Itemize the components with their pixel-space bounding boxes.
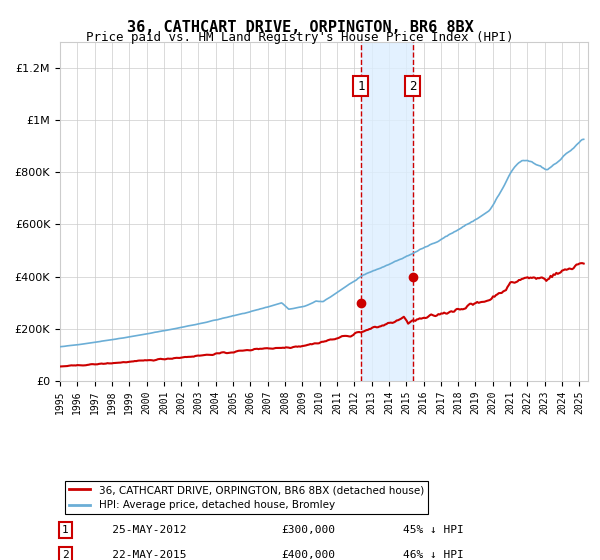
Text: 2: 2 <box>62 550 68 560</box>
Text: 45% ↓ HPI: 45% ↓ HPI <box>403 525 464 535</box>
Text: Price paid vs. HM Land Registry's House Price Index (HPI): Price paid vs. HM Land Registry's House … <box>86 31 514 44</box>
Text: 1: 1 <box>357 80 365 92</box>
Text: £300,000: £300,000 <box>282 525 336 535</box>
Text: 46% ↓ HPI: 46% ↓ HPI <box>403 550 464 560</box>
Text: 22-MAY-2015: 22-MAY-2015 <box>92 550 186 560</box>
Legend: 36, CATHCART DRIVE, ORPINGTON, BR6 8BX (detached house), HPI: Average price, det: 36, CATHCART DRIVE, ORPINGTON, BR6 8BX (… <box>65 481 428 515</box>
Text: £400,000: £400,000 <box>282 550 336 560</box>
Text: 25-MAY-2012: 25-MAY-2012 <box>92 525 186 535</box>
Bar <box>361 42 413 381</box>
Text: 36, CATHCART DRIVE, ORPINGTON, BR6 8BX: 36, CATHCART DRIVE, ORPINGTON, BR6 8BX <box>127 20 473 35</box>
Text: 2: 2 <box>409 80 416 92</box>
Text: 1: 1 <box>62 525 68 535</box>
